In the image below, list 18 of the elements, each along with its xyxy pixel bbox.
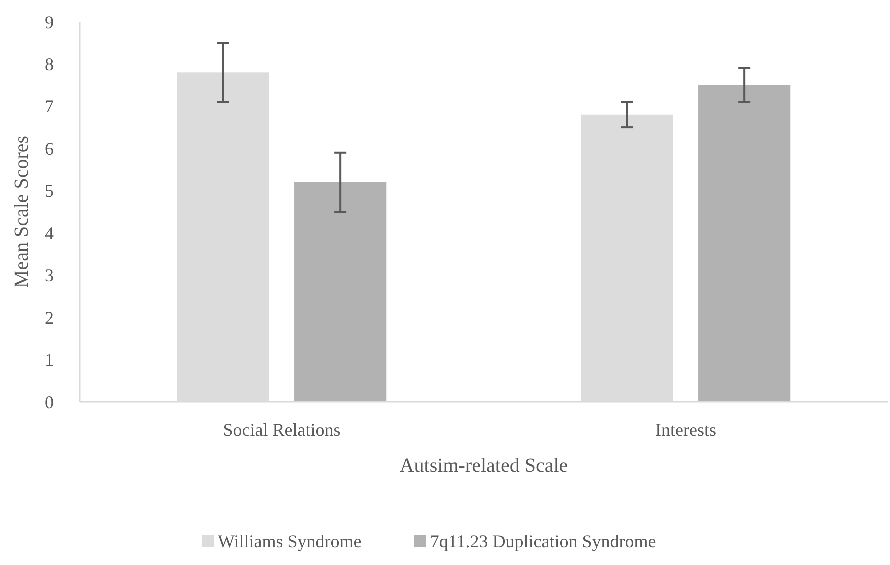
- y-tick-label: 1: [45, 350, 54, 370]
- bar: [294, 182, 387, 402]
- legend-label: Williams Syndrome: [218, 531, 362, 552]
- y-tick-label: 5: [45, 181, 54, 202]
- x-tick-label: Interests: [656, 420, 716, 440]
- y-tick-label: 0: [45, 392, 54, 412]
- y-tick-label: 7: [45, 96, 54, 117]
- y-tick-label: 2: [45, 308, 54, 328]
- y-axis-title: Mean Scale Scores: [11, 136, 33, 288]
- y-tick-label: 9: [45, 12, 54, 32]
- y-tick-label: 3: [45, 266, 54, 286]
- bar: [698, 85, 791, 402]
- y-tick-label: 6: [45, 138, 54, 159]
- x-axis-title: Autsim-related Scale: [400, 455, 568, 477]
- legend-label: 7q11.23 Duplication Syndrome: [430, 531, 656, 552]
- y-tick-label: 4: [45, 223, 54, 244]
- x-tick-label: Social Relations: [223, 420, 341, 440]
- y-tick-label: 8: [45, 54, 54, 75]
